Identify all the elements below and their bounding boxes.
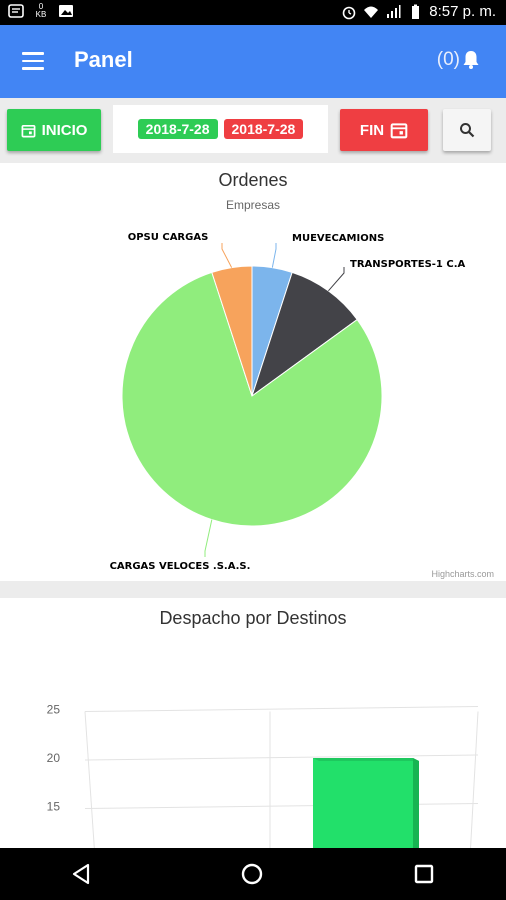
end-date-button[interactable]: FIN	[340, 109, 428, 151]
dispatch-bar-chart-card: Despacho por Destinos 10152025	[0, 598, 506, 858]
notification-count: (0)	[436, 49, 460, 70]
pie-chart-title: Ordenes	[218, 170, 288, 190]
signal-icon	[387, 4, 401, 18]
gridline	[84, 706, 479, 712]
hamburger-menu-icon[interactable]	[22, 52, 44, 70]
recents-icon[interactable]	[410, 860, 438, 888]
alarm-icon	[342, 6, 356, 19]
notifications-button[interactable]: (0)	[437, 49, 480, 71]
status-bar-right: 8:57 p. m.	[341, 3, 496, 20]
gridline	[84, 754, 479, 761]
end-date-chip: 2018-7-28	[223, 119, 304, 139]
pie-label-connector	[271, 243, 277, 268]
pie-chart-subtitle: Empresas	[225, 198, 281, 212]
pie-slice[interactable]	[121, 271, 383, 527]
search-icon	[460, 123, 475, 138]
pie-data-label: CARGAS VELOCES .S.A.S.	[110, 561, 251, 572]
pie-label-connector	[328, 267, 345, 292]
pie-slice[interactable]	[251, 271, 358, 398]
status-time: 8:57 p. m.	[429, 3, 496, 20]
gridline	[84, 803, 479, 809]
pie-data-label: OPSU CARGAS	[128, 232, 209, 243]
end-button-label: FIN	[359, 121, 385, 139]
dispatch-bar-chart: 10152025	[47, 703, 479, 858]
chart-credits[interactable]: Highcharts.com	[431, 569, 494, 579]
y-tick-label: 15	[47, 800, 61, 814]
status-bar: 0 KB 8:57 p. m.	[0, 0, 506, 25]
orders-pie-chart-card: Ordenes Empresas MUEVECAMIONS TRANSPORTES…	[0, 163, 506, 581]
app-bar: Panel (0)	[0, 25, 506, 98]
wifi-icon	[364, 6, 379, 18]
pie-slice[interactable]	[211, 265, 253, 397]
data-counter-icon: 0 KB	[35, 2, 47, 19]
pie-label-connector	[221, 243, 233, 268]
bar[interactable]	[313, 758, 413, 858]
pie-data-label: TRANSPORTES-1 C.A	[350, 259, 465, 270]
y-tick-label: 20	[47, 751, 61, 765]
battery-icon	[412, 4, 420, 19]
system-nav-bar	[0, 848, 506, 900]
bar-side-face	[413, 758, 419, 858]
start-date-chip: 2018-7-28	[137, 119, 218, 139]
message-icon	[8, 4, 24, 18]
home-icon[interactable]	[238, 860, 266, 888]
page-title: Panel	[74, 47, 133, 72]
start-button-label: INICIO	[41, 121, 88, 139]
vertical-gridline	[469, 711, 479, 858]
bar-chart-title: Despacho por Destinos	[159, 608, 347, 628]
pie-data-label: MUEVECAMIONS	[292, 233, 384, 244]
vertical-gridline	[84, 711, 96, 858]
bell-icon	[463, 51, 479, 69]
date-filter-bar: INICIO 2018-7-28 2018-7-28 FIN	[0, 98, 506, 160]
start-date-button[interactable]: INICIO	[7, 109, 101, 151]
status-bar-left: 0 KB	[8, 3, 74, 19]
date-range-display: 2018-7-28 2018-7-28	[113, 105, 328, 153]
bar-top-face	[313, 758, 419, 761]
back-icon[interactable]	[68, 860, 96, 888]
y-tick-label: 25	[47, 703, 61, 717]
search-button[interactable]	[443, 109, 491, 151]
calendar-icon	[390, 123, 408, 139]
pie-label-connector	[204, 519, 213, 557]
calendar-icon	[21, 124, 36, 137]
image-icon	[59, 5, 73, 17]
orders-pie-chart: MUEVECAMIONS TRANSPORTES-1 C.A CARGAS VELO…	[110, 232, 466, 572]
